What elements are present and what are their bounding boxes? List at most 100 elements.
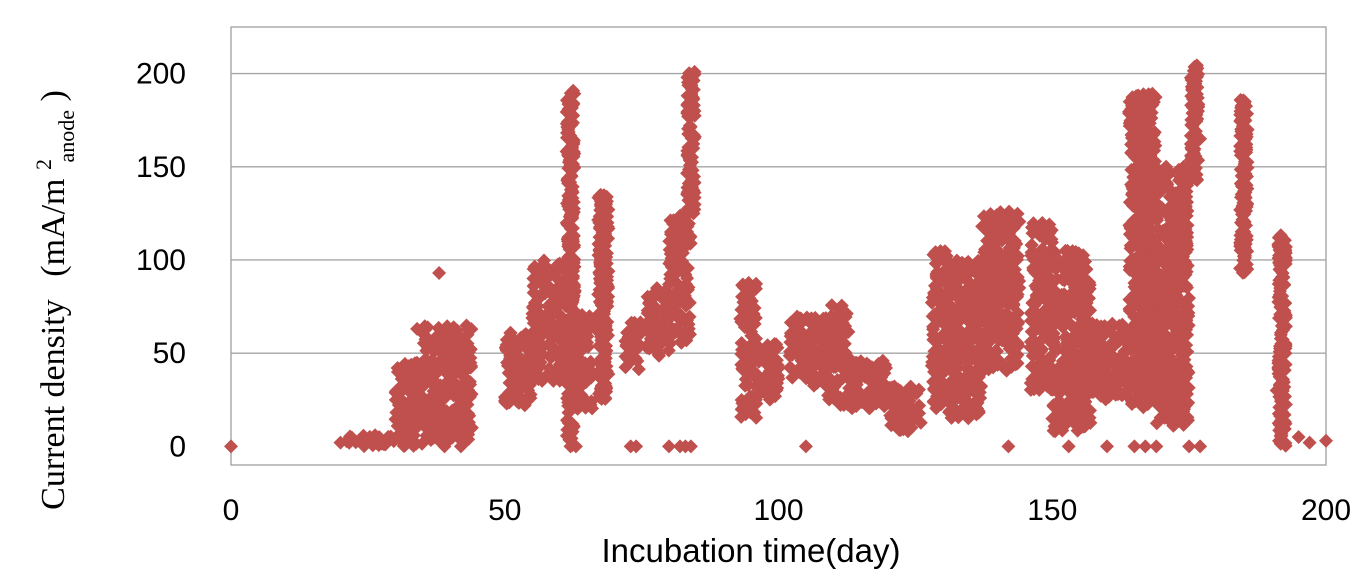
- data-point: [509, 384, 523, 399]
- data-point: [542, 361, 557, 376]
- data-point: [941, 336, 956, 351]
- data-point: [673, 280, 688, 295]
- data-point: [1098, 381, 1113, 396]
- data-point: [418, 332, 433, 347]
- data-point: [767, 353, 782, 367]
- data-point: [1149, 439, 1164, 454]
- data-point: [599, 246, 614, 261]
- data-point: [1139, 253, 1154, 268]
- data-point: [783, 335, 798, 350]
- data-point: [643, 316, 658, 331]
- y-tick-label-150: 150: [136, 151, 186, 184]
- data-point: [1074, 312, 1089, 327]
- data-point: [1193, 439, 1208, 454]
- x-axis-ticks: 0 50 100 150 200: [223, 494, 1351, 527]
- data-point: [680, 88, 695, 103]
- x-tick-label-50: 50: [488, 494, 521, 527]
- data-point: [680, 185, 695, 200]
- data-point: [462, 374, 477, 389]
- data-point: [437, 439, 452, 454]
- data-point: [1001, 439, 1016, 454]
- data-point: [1271, 355, 1286, 370]
- data-point: [1269, 383, 1284, 398]
- y-tick-label-200: 200: [136, 58, 186, 91]
- data-point: [985, 359, 999, 374]
- data-point: [1153, 185, 1167, 200]
- data-point: [962, 377, 976, 392]
- data-point: [1167, 417, 1182, 432]
- data-point: [419, 418, 434, 433]
- data-point: [453, 439, 468, 454]
- data-point: [1071, 261, 1086, 276]
- data-point: [595, 266, 609, 281]
- data-point: [541, 269, 556, 284]
- data-point: [224, 439, 238, 454]
- data-point: [1179, 370, 1194, 385]
- y-axis-label: Current density (mA/m 2 anode ): [22, 90, 82, 510]
- data-point: [857, 358, 871, 373]
- data-point: [546, 373, 561, 388]
- data-point: [1149, 290, 1164, 305]
- data-point: [870, 385, 885, 400]
- data-point: [675, 223, 690, 238]
- data-point: [994, 295, 1008, 310]
- data-point: [565, 185, 580, 200]
- data-point: [1066, 247, 1080, 262]
- x-tick-label-200: 200: [1301, 494, 1351, 527]
- data-point: [356, 428, 371, 443]
- data-point: [891, 422, 906, 437]
- data-point: [512, 350, 527, 365]
- data-point: [430, 365, 445, 380]
- data-point: [962, 325, 977, 340]
- data-point: [531, 370, 546, 385]
- data-point: [808, 310, 823, 325]
- data-point: [1271, 230, 1286, 245]
- data-point: [1062, 307, 1076, 322]
- data-point: [1122, 358, 1137, 373]
- data-point: [734, 314, 749, 329]
- data-point: [1134, 90, 1149, 105]
- data-point: [576, 312, 591, 327]
- data-point: [1234, 224, 1249, 239]
- data-point: [460, 336, 475, 351]
- data-point: [433, 384, 448, 399]
- data-point: [929, 269, 944, 284]
- data-point: [953, 391, 967, 406]
- data-point: [824, 332, 839, 347]
- data-point: [833, 300, 848, 315]
- data-point: [681, 317, 696, 332]
- data-point: [941, 272, 956, 287]
- data-point: [1161, 222, 1175, 237]
- data-point: [1134, 323, 1149, 338]
- data-point: [431, 402, 446, 417]
- data-point: [1240, 196, 1255, 211]
- data-point: [1137, 338, 1152, 353]
- data-point: [1182, 439, 1197, 454]
- data-point: [1090, 335, 1105, 350]
- data-point: [1184, 142, 1199, 157]
- data-point: [1181, 309, 1196, 323]
- y-axis-label-unit-sup: 2: [31, 159, 56, 170]
- data-point: [1036, 252, 1051, 267]
- data-point: [1048, 424, 1063, 439]
- data-point: [1170, 358, 1185, 373]
- data-point: [837, 336, 852, 351]
- data-point: [1274, 299, 1288, 314]
- data-point: [751, 354, 766, 369]
- data-point: [562, 242, 577, 257]
- data-point: [971, 404, 986, 419]
- data-point: [944, 375, 959, 390]
- data-point: [535, 347, 550, 362]
- data-point: [1125, 394, 1140, 409]
- data-point: [1002, 241, 1017, 255]
- data-point: [1067, 372, 1082, 387]
- data-point: [500, 395, 515, 410]
- data-point: [1134, 380, 1149, 395]
- data-point: [1174, 404, 1189, 418]
- data-point: [628, 322, 643, 337]
- data-point: [1291, 430, 1306, 444]
- y-axis-label-unit-suffix: ): [35, 90, 72, 101]
- data-point: [540, 281, 555, 296]
